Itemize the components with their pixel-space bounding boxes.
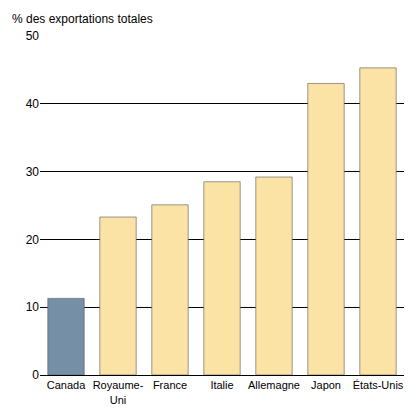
svg-text:Royaume-Uni: Royaume-Uni (93, 379, 144, 405)
svg-text:États-Unis: États-Unis (353, 379, 404, 391)
svg-text:% des exportations totales: % des exportations totales (12, 12, 153, 26)
svg-text:Allemagne: Allemagne (248, 379, 300, 391)
svg-text:Italie: Italie (210, 379, 233, 391)
svg-text:30: 30 (26, 165, 40, 179)
svg-text:France: France (153, 379, 187, 391)
svg-text:0: 0 (32, 368, 39, 382)
svg-text:40: 40 (26, 97, 40, 111)
svg-text:20: 20 (26, 233, 40, 247)
svg-text:10: 10 (26, 300, 40, 314)
svg-text:Japon: Japon (311, 379, 341, 391)
svg-text:50: 50 (26, 29, 40, 43)
svg-text:Canada: Canada (47, 379, 86, 391)
